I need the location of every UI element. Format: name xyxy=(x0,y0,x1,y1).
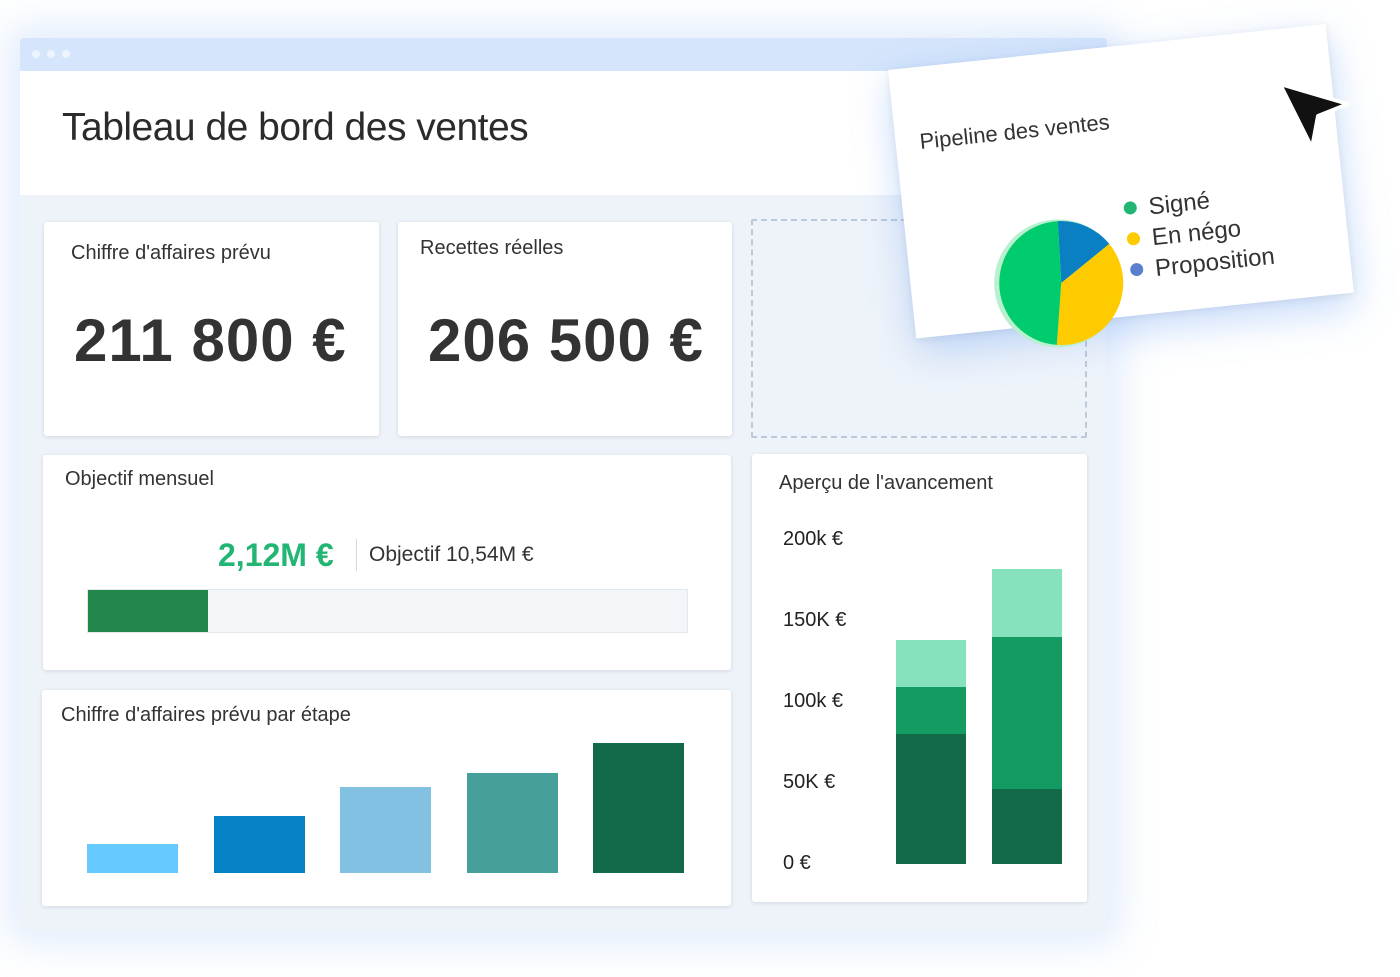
progress-bar-segment[interactable] xyxy=(992,569,1062,638)
pipeline-title: Pipeline des ventes xyxy=(918,109,1111,155)
stage-bar[interactable] xyxy=(340,787,431,873)
legend-label: En négo xyxy=(1150,215,1243,252)
stage-bar[interactable] xyxy=(466,772,558,873)
window-dot-icon xyxy=(47,50,55,58)
stage-bar[interactable] xyxy=(213,815,305,873)
goal-divider xyxy=(356,539,357,571)
goal-progress-fill xyxy=(88,590,208,632)
forecast-revenue-card[interactable]: Chiffre d'affaires prévu 211 800 € xyxy=(44,222,379,436)
actual-revenue-label: Recettes réelles xyxy=(420,237,564,259)
progress-overview-title: Aperçu de l'avancement xyxy=(779,472,993,494)
actual-revenue-value: 206 500 € xyxy=(428,307,704,374)
progress-bar-segment[interactable] xyxy=(896,687,966,735)
forecast-revenue-label: Chiffre d'affaires prévu xyxy=(71,242,271,264)
arrow-cursor-icon xyxy=(1278,82,1350,150)
legend-dot-icon xyxy=(1126,231,1141,247)
stage-bar[interactable] xyxy=(87,844,178,873)
progress-bar-segment[interactable] xyxy=(992,637,1062,790)
pipeline-widget[interactable]: Pipeline des ventes Signé En négo Propos… xyxy=(888,24,1354,348)
goal-progress-bar xyxy=(87,589,688,633)
pie-slice[interactable] xyxy=(1047,243,1129,346)
progress-bar-segment[interactable] xyxy=(992,789,1062,864)
window-dot-icon xyxy=(32,50,40,58)
legend-dot-icon xyxy=(1123,200,1138,216)
pipeline-pie-chart xyxy=(993,216,1129,350)
y-tick-label: 0 € xyxy=(783,852,811,874)
stage-bar-chart xyxy=(42,690,731,906)
progress-stacked-chart: 0 € 50K € 100k € 150K € 200k € xyxy=(752,454,1087,902)
monthly-goal-card[interactable]: Objectif mensuel 2,12M € Objectif 10,54M… xyxy=(43,455,731,670)
y-tick-label: 50K € xyxy=(783,771,836,793)
window-dot-icon xyxy=(62,50,70,58)
progress-overview-card[interactable]: Aperçu de l'avancement 0 € 50K € 100k € 150… xyxy=(752,454,1087,902)
forecast-revenue-value: 211 800 € xyxy=(74,307,347,374)
legend-dot-icon xyxy=(1129,262,1144,277)
y-tick-label: 150K € xyxy=(783,609,847,631)
actual-revenue-card[interactable]: Recettes réelles 206 500 € xyxy=(398,222,732,436)
progress-bar-segment[interactable] xyxy=(896,640,966,688)
goal-current-value: 2,12M € xyxy=(218,537,334,573)
goal-target-value: Objectif 10,54M € xyxy=(369,543,534,566)
page-title: Tableau de bord des ventes xyxy=(62,106,529,149)
monthly-goal-label: Objectif mensuel xyxy=(65,468,214,490)
progress-bar-segment[interactable] xyxy=(896,734,966,864)
y-tick-label: 100k € xyxy=(783,690,844,712)
stage-bar[interactable] xyxy=(593,743,684,873)
pie-slice[interactable] xyxy=(1055,216,1113,284)
stage-revenue-card[interactable]: Chiffre d'affaires prévu par étape xyxy=(42,690,731,906)
legend-label: Signé xyxy=(1147,187,1212,221)
pie-slice[interactable] xyxy=(993,221,1071,350)
stage-revenue-title: Chiffre d'affaires prévu par étape xyxy=(61,704,351,726)
y-tick-label: 200k € xyxy=(783,528,844,550)
